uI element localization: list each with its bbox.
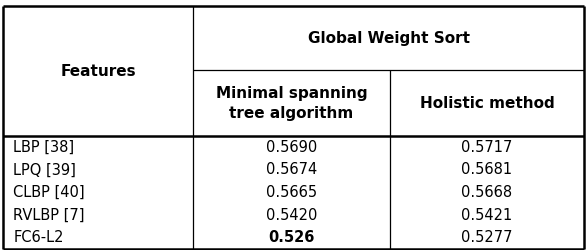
Text: Minimal spanning
tree algorithm: Minimal spanning tree algorithm (216, 86, 367, 120)
Text: 0.5421: 0.5421 (461, 208, 513, 222)
Text: 0.5277: 0.5277 (461, 230, 513, 245)
Text: 0.5665: 0.5665 (266, 185, 317, 200)
Text: 0.5674: 0.5674 (266, 162, 317, 178)
Text: 0.526: 0.526 (268, 230, 315, 245)
Text: Features: Features (60, 64, 136, 79)
Text: Holistic method: Holistic method (420, 96, 554, 110)
Text: 0.5420: 0.5420 (266, 208, 317, 222)
Text: FC6-L2: FC6-L2 (13, 230, 64, 245)
Text: 0.5681: 0.5681 (461, 162, 513, 178)
Text: CLBP [40]: CLBP [40] (13, 185, 85, 200)
Text: Global Weight Sort: Global Weight Sort (308, 31, 470, 46)
Text: LBP [38]: LBP [38] (13, 140, 74, 155)
Text: 0.5690: 0.5690 (266, 140, 317, 155)
Text: RVLBP [7]: RVLBP [7] (13, 208, 85, 222)
Text: 0.5717: 0.5717 (461, 140, 513, 155)
Text: LPQ [39]: LPQ [39] (13, 162, 76, 178)
Text: 0.5668: 0.5668 (461, 185, 513, 200)
